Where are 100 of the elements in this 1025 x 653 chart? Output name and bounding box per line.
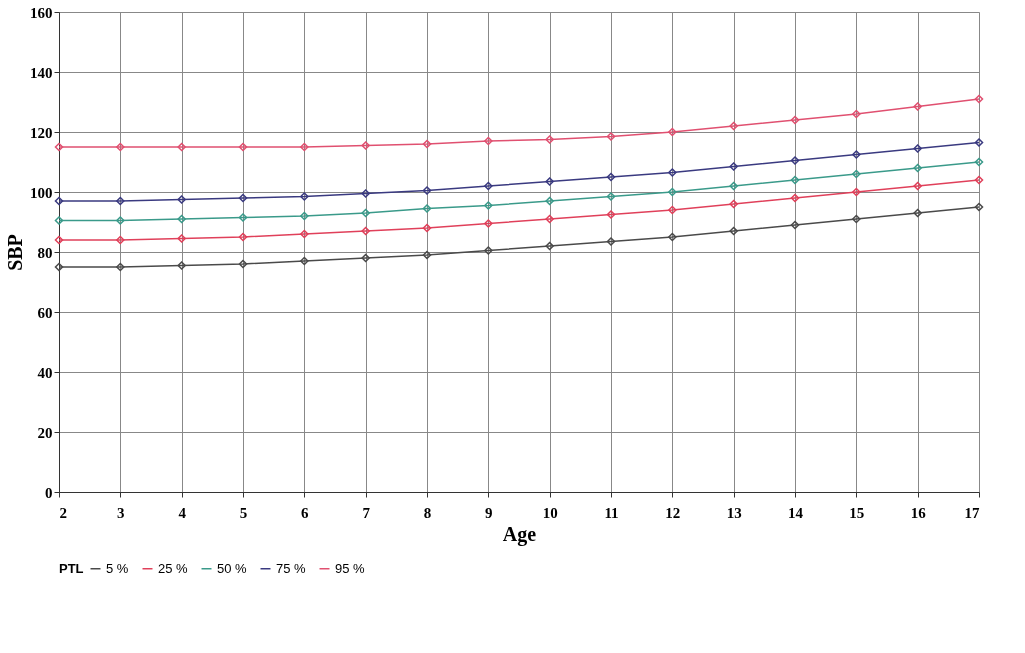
- point: [790, 175, 800, 185]
- point: [913, 208, 922, 218]
- point: [238, 259, 248, 269]
- x-tick-label: 10: [542, 504, 558, 521]
- point: [300, 256, 309, 266]
- point: [668, 127, 677, 137]
- y-tick-label: 140: [30, 64, 53, 81]
- y-tick-label: 60: [37, 304, 53, 321]
- point: [852, 150, 861, 159]
- point: [729, 162, 738, 171]
- point: [729, 199, 738, 209]
- point: [238, 142, 248, 152]
- point: [545, 196, 554, 206]
- point: [177, 214, 186, 224]
- point: [116, 235, 125, 245]
- point: [484, 201, 493, 210]
- x-tick-label: 12: [665, 504, 681, 521]
- point: [606, 132, 616, 141]
- point: [361, 226, 370, 236]
- point: [484, 219, 493, 228]
- y-tick-label: 160: [30, 4, 53, 21]
- point: [668, 232, 677, 242]
- y-tick-label: 20: [37, 424, 53, 441]
- legend-label: 5 %: [106, 560, 129, 576]
- point: [361, 253, 370, 263]
- x-tick-label: 15: [849, 504, 865, 521]
- y-tick-label: 80: [37, 244, 53, 261]
- point: [238, 213, 248, 222]
- x-tick-label: 4: [178, 504, 187, 521]
- x-tick-label: 7: [362, 504, 371, 521]
- point: [852, 109, 861, 119]
- point: [790, 115, 800, 125]
- x-tick-label: 17: [964, 504, 980, 521]
- point: [974, 138, 984, 147]
- x-tick-label: 9: [485, 504, 493, 521]
- point: [422, 139, 432, 149]
- point: [852, 214, 861, 224]
- point: [116, 142, 125, 152]
- point: [606, 210, 616, 219]
- point: [54, 142, 64, 152]
- point: [361, 141, 370, 150]
- y-tick-label: 100: [30, 184, 53, 201]
- y-tick-label: 120: [30, 124, 53, 141]
- point: [300, 229, 309, 239]
- point: [177, 261, 186, 270]
- point: [545, 214, 554, 224]
- point: [606, 237, 616, 246]
- point: [484, 246, 493, 255]
- point: [484, 136, 493, 146]
- point: [54, 235, 64, 245]
- point: [606, 172, 616, 182]
- point: [300, 142, 309, 152]
- legend-label: 50 %: [217, 560, 248, 576]
- legend-title: PTL: [59, 561, 84, 576]
- x-tick-label: 2: [59, 504, 67, 521]
- point: [545, 135, 554, 144]
- point: [177, 195, 186, 204]
- point: [54, 262, 64, 272]
- point: [116, 196, 125, 206]
- point: [361, 189, 370, 198]
- point: [852, 187, 861, 197]
- point: [484, 181, 493, 191]
- point: [238, 193, 248, 203]
- x-tick-label: 16: [910, 504, 927, 521]
- point: [729, 121, 738, 131]
- point: [361, 208, 370, 218]
- point: [238, 232, 248, 242]
- point: [913, 163, 922, 173]
- point: [300, 192, 309, 201]
- point: [177, 234, 186, 243]
- legend-label: 75 %: [276, 560, 307, 576]
- point: [422, 186, 432, 195]
- point: [668, 187, 677, 197]
- point: [668, 205, 677, 215]
- point: [974, 175, 984, 185]
- y-tick-label: 0: [45, 484, 53, 501]
- point: [606, 192, 616, 201]
- y-axis-title: SBP: [4, 234, 26, 271]
- point: [974, 157, 984, 167]
- point: [668, 168, 677, 177]
- point: [729, 181, 738, 191]
- point: [545, 177, 554, 186]
- x-axis-title: Age: [502, 522, 537, 546]
- point: [974, 202, 984, 212]
- point: [790, 156, 800, 165]
- point: [913, 144, 922, 153]
- point: [852, 169, 861, 179]
- point: [422, 204, 432, 213]
- x-tick-label: 14: [788, 504, 804, 521]
- point: [422, 223, 432, 233]
- x-tick-label: 8: [423, 504, 432, 521]
- point: [913, 102, 922, 111]
- legend-label: 25 %: [158, 560, 189, 576]
- x-tick-label: 3: [117, 504, 125, 521]
- point: [300, 211, 309, 221]
- point: [116, 262, 125, 272]
- point: [54, 196, 64, 206]
- x-tick-label: 5: [239, 504, 248, 521]
- point: [422, 250, 432, 260]
- legend-label: 95 %: [335, 560, 366, 576]
